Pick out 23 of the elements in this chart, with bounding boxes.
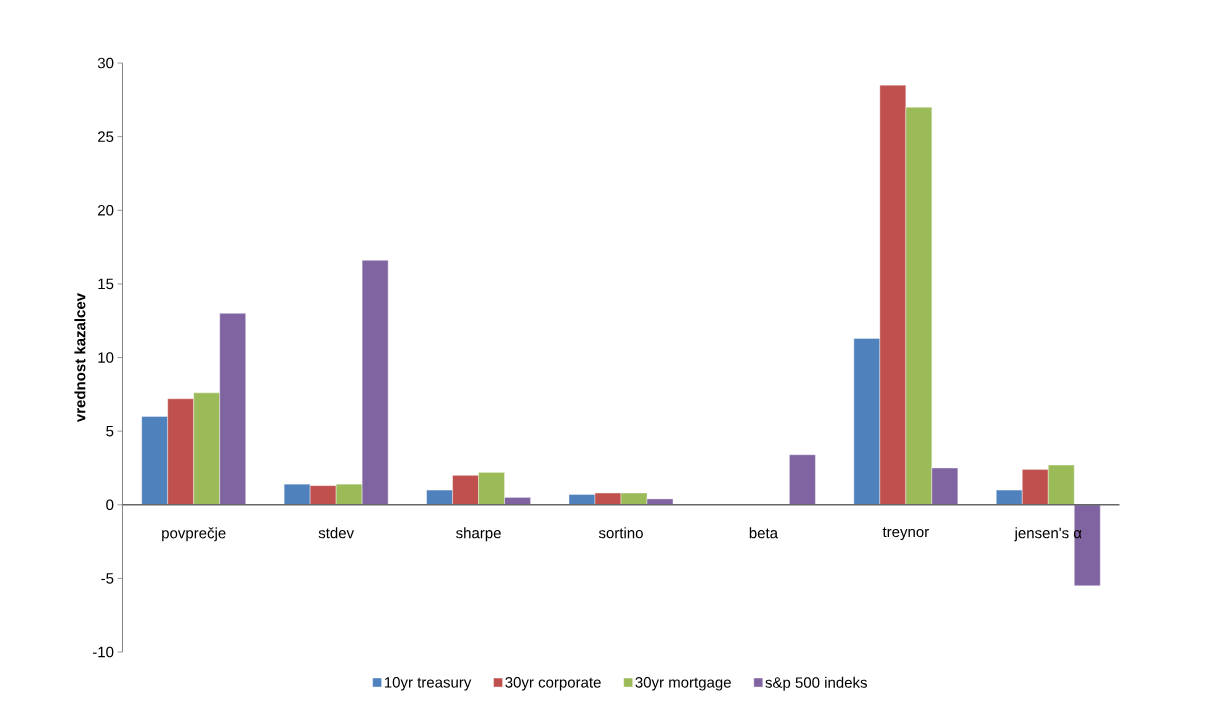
x-tick-label: beta	[749, 527, 779, 539]
y-tick-label: 25	[98, 131, 114, 142]
y-tick-label: 5	[106, 425, 114, 437]
y-tick-label: 30	[97, 57, 114, 69]
x-tick-label: stdev	[318, 527, 355, 539]
x-tick-label: povprečje	[162, 527, 226, 542]
y-tick-label: 15	[98, 278, 114, 290]
y-tick-label: 0	[106, 499, 114, 511]
x-tick-label: sortino	[598, 527, 643, 539]
legend-label: 30yr mortgage	[635, 677, 731, 691]
bar	[1074, 504, 1101, 586]
y-tick-label: 10	[98, 352, 114, 363]
legend-label: 10yr treasury	[384, 677, 472, 691]
y-axis-title: vrednost kazalcev	[74, 293, 86, 423]
x-tick-label: jensen's α	[1014, 527, 1082, 542]
y-tick-label: -10	[92, 646, 114, 658]
legend-label: 30yr corporate	[505, 677, 601, 691]
bar	[789, 454, 816, 505]
y-tick-label: -5	[101, 573, 114, 584]
x-tick-label: sharpe	[456, 527, 501, 542]
x-tick-label: treynor	[882, 527, 929, 541]
legend-label: s&p 500 indeks	[765, 676, 867, 691]
y-tick-label: 20	[98, 204, 114, 216]
